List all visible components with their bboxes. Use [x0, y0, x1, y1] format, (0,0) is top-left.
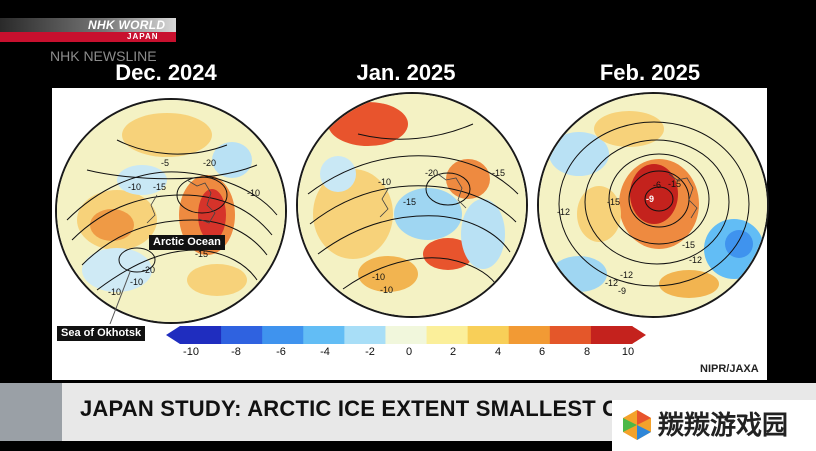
- contour-label: -10: [128, 182, 142, 192]
- contour-label: -9: [618, 286, 627, 296]
- watermark-text: 羰羰游戏园: [658, 410, 789, 440]
- watermark-logo-icon: [623, 410, 651, 440]
- logo-red-band: [0, 32, 176, 42]
- polar-map-feb-2025: [537, 92, 769, 318]
- contour-label: -10: [130, 277, 144, 287]
- contour-label: -5: [161, 158, 170, 168]
- contour-label: -10: [380, 285, 394, 295]
- contour-label: -15: [403, 197, 417, 207]
- site-watermark: 羰羰游戏园: [612, 400, 816, 451]
- colorbar-low-arrow: [166, 326, 180, 344]
- contour-label: -15: [195, 249, 209, 259]
- contour-label: -6: [653, 180, 662, 190]
- colorbar-cell: [262, 326, 304, 344]
- colorbar-cell: [385, 326, 428, 344]
- colorbar-cell: [303, 326, 345, 344]
- arctic-ocean-label: Arctic Ocean: [149, 235, 225, 250]
- colorbar-cell: [590, 326, 633, 344]
- map-title-dec: Dec. 2024: [115, 60, 217, 85]
- colorbar-tick: -10: [183, 346, 199, 358]
- colorbar-cell: [180, 326, 222, 344]
- lower-third-accent: [0, 383, 62, 441]
- colorbar-cell: [549, 326, 592, 344]
- colorbar-cell: [426, 326, 469, 344]
- contour-label: -15: [682, 240, 696, 250]
- colorbar-tick: 10: [621, 346, 635, 358]
- colorbar-ticks: -10 -8 -6 -4 -2 0 2 4 6 8 10: [166, 346, 646, 360]
- contour-label: -15: [153, 182, 167, 192]
- colorbar-cells: [180, 326, 633, 344]
- polar-map-jan-2025: [296, 92, 528, 318]
- colorbar-tick: -4: [320, 346, 330, 358]
- contour-label: -10: [372, 272, 386, 282]
- logo-bar: [0, 18, 176, 32]
- contour-label: -10: [108, 287, 122, 297]
- colorbar-tick: -8: [231, 346, 241, 358]
- colorbar-cell: [344, 326, 386, 344]
- polar-map-dec-2024: [55, 98, 287, 324]
- colorbar-cell: [508, 326, 551, 344]
- contour-label: -20: [142, 265, 156, 275]
- contour-label: -10: [378, 177, 392, 187]
- source-credit: NIPR/JAXA: [700, 363, 759, 375]
- colorbar-cell: [221, 326, 263, 344]
- map-title-feb: Feb. 2025: [599, 60, 701, 85]
- contour-label: -15: [668, 179, 682, 189]
- colorbar-tick: 0: [405, 346, 413, 358]
- contour-label: -15: [492, 168, 506, 178]
- contour-label: -9: [646, 194, 655, 204]
- sea-of-okhotsk-label: Sea of Okhotsk: [57, 326, 146, 341]
- colorbar-high-arrow: [632, 326, 646, 344]
- program-name: NHK NEWSLINE: [50, 48, 157, 64]
- contour-label: -15: [607, 197, 621, 207]
- contour-label: -20: [203, 158, 217, 168]
- colorbar-cell: [467, 326, 510, 344]
- contour-label: -20: [425, 168, 439, 178]
- contour-label: -12: [620, 270, 634, 280]
- map-title-jan: Jan. 2025: [356, 60, 456, 85]
- colorbar-tick: 8: [583, 346, 591, 358]
- okhotsk-pointer: [109, 271, 131, 325]
- colorbar: [166, 326, 646, 344]
- contour-label: -12: [689, 255, 703, 265]
- colorbar-tick: 4: [494, 346, 502, 358]
- contour-label: -10: [247, 188, 261, 198]
- nhk-world-logo: NHK WORLD JAPAN: [0, 18, 176, 44]
- colorbar-tick: -2: [365, 346, 375, 358]
- colorbar-tick: 6: [538, 346, 546, 358]
- contour-label: -12: [557, 207, 571, 217]
- logo-line1: NHK WORLD: [88, 18, 166, 32]
- colorbar-tick: 2: [449, 346, 457, 358]
- logo-line2: JAPAN: [127, 32, 159, 41]
- colorbar-tick: -6: [276, 346, 286, 358]
- contour-label: -12: [605, 278, 619, 288]
